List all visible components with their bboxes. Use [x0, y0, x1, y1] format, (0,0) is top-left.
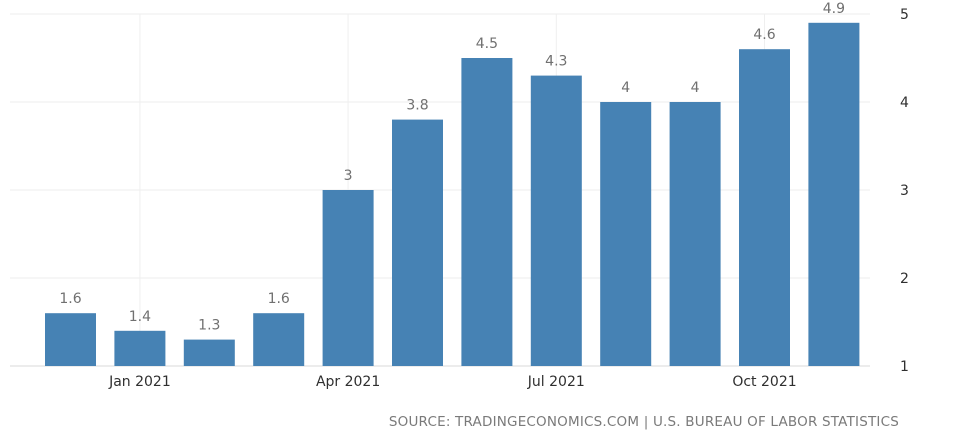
data-label: 1.4 [129, 309, 151, 325]
data-label: 4 [621, 80, 630, 96]
data-label: 4.3 [545, 54, 567, 70]
bar[interactable] [600, 102, 652, 366]
bar[interactable] [253, 313, 305, 366]
data-label: 1.3 [198, 318, 220, 334]
bar[interactable] [669, 102, 721, 366]
x-tick-label: Oct 2021 [732, 374, 796, 390]
y-tick-label: 5 [900, 7, 909, 23]
data-label: 4.6 [753, 27, 775, 43]
bar[interactable] [392, 119, 443, 366]
y-tick-label: 1 [900, 359, 909, 375]
bar[interactable] [45, 313, 96, 366]
source-note: SOURCE: TRADINGECONOMICS.COM | U.S. BURE… [389, 414, 899, 430]
bar[interactable] [808, 22, 860, 367]
data-label: 1.6 [59, 291, 81, 307]
data-label: 4.9 [823, 1, 845, 17]
bar[interactable] [183, 339, 235, 366]
x-axis: Jan 2021 Apr 2021 Jul 2021 Oct 2021 [108, 374, 797, 390]
y-tick-label: 4 [900, 95, 909, 111]
x-tick-label: Jul 2021 [527, 374, 585, 390]
x-tick-label: Apr 2021 [316, 374, 380, 390]
y-axis: 1 2 3 4 5 [900, 7, 909, 375]
data-label: 3 [344, 168, 353, 184]
bar[interactable] [322, 190, 374, 366]
bar[interactable] [114, 330, 166, 366]
data-label: 3.8 [406, 98, 428, 114]
bar[interactable] [461, 58, 513, 366]
bars [45, 22, 860, 367]
bar[interactable] [739, 49, 790, 366]
x-tick-label: Jan 2021 [108, 374, 171, 390]
data-label: 4 [691, 80, 700, 96]
data-label: 1.6 [268, 291, 290, 307]
data-labels: 1.6 1.4 1.3 1.6 3 3.8 4.5 4.3 4 4 4.6 4.9 [59, 1, 845, 334]
y-tick-label: 3 [900, 183, 909, 199]
data-label: 4.5 [476, 36, 498, 52]
y-tick-label: 2 [900, 271, 909, 287]
bar[interactable] [530, 75, 582, 366]
